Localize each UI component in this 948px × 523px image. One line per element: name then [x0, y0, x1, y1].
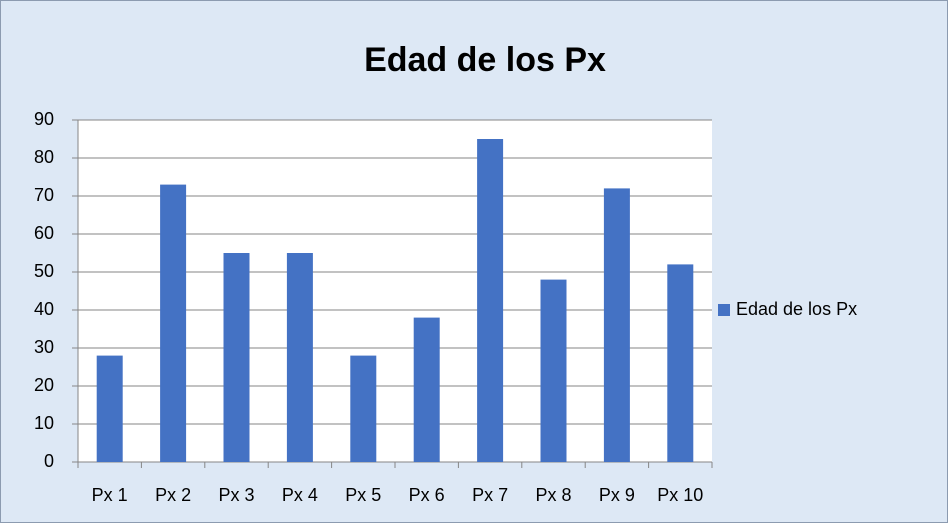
bar: [223, 253, 250, 462]
y-tick-label: 10: [34, 413, 54, 433]
y-tick-label: 80: [34, 147, 54, 167]
x-tick-label: Px 10: [657, 485, 703, 505]
chart-title: Edad de los Px: [364, 41, 606, 79]
x-tick-label: Px 8: [535, 485, 571, 505]
x-tick-label: Px 4: [282, 485, 318, 505]
x-tick-label: Px 6: [409, 485, 445, 505]
bar: [350, 355, 377, 462]
bar: [96, 355, 123, 462]
y-tick-label: 90: [34, 109, 54, 129]
x-tick-label: Px 3: [218, 485, 254, 505]
y-tick-label: 30: [34, 337, 54, 357]
bar: [477, 139, 504, 462]
x-tick-label: Px 7: [472, 485, 508, 505]
y-tick-label: 40: [34, 299, 54, 319]
bar: [160, 184, 187, 462]
y-tick-label: 0: [44, 451, 54, 471]
legend-label: Edad de los Px: [736, 299, 857, 319]
y-tick-label: 20: [34, 375, 54, 395]
x-tick-label: Px 1: [92, 485, 128, 505]
bar: [540, 279, 567, 462]
bar: [667, 264, 694, 462]
x-tick-label: Px 5: [345, 485, 381, 505]
bar: [413, 317, 440, 462]
bar: [603, 188, 630, 462]
x-tick-label: Px 9: [599, 485, 635, 505]
bar: [286, 253, 313, 462]
legend-swatch: [718, 304, 730, 316]
y-tick-label: 70: [34, 185, 54, 205]
y-tick-label: 50: [34, 261, 54, 281]
y-tick-label: 60: [34, 223, 54, 243]
x-tick-label: Px 2: [155, 485, 191, 505]
